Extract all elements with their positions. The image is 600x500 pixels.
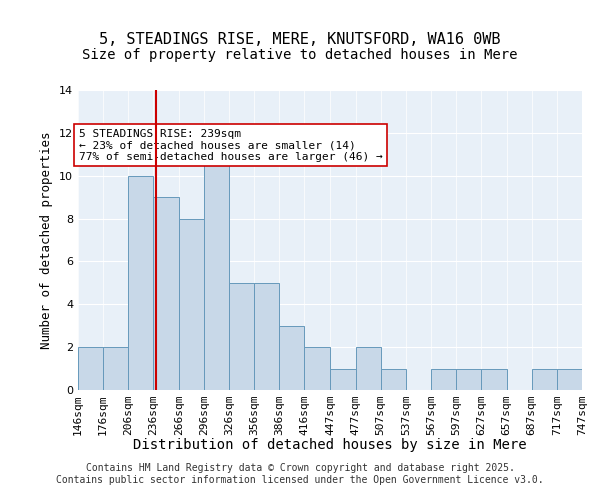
Text: 5 STEADINGS RISE: 239sqm
← 23% of detached houses are smaller (14)
77% of semi-d: 5 STEADINGS RISE: 239sqm ← 23% of detach… (79, 128, 383, 162)
Bar (532, 368, 557, 390)
Bar (456, 368, 481, 390)
Bar (254, 283, 279, 390)
Bar (78, 347, 103, 390)
Bar (381, 368, 406, 390)
Y-axis label: Number of detached properties: Number of detached properties (40, 131, 53, 349)
Text: Size of property relative to detached houses in Mere: Size of property relative to detached ho… (82, 48, 518, 62)
Bar (431, 368, 456, 390)
X-axis label: Distribution of detached houses by size in Mere: Distribution of detached houses by size … (133, 438, 527, 452)
Text: Contains HM Land Registry data © Crown copyright and database right 2025.
Contai: Contains HM Land Registry data © Crown c… (56, 464, 544, 485)
Bar (304, 347, 329, 390)
Bar (356, 347, 381, 390)
Bar (557, 368, 582, 390)
Bar (279, 326, 304, 390)
Bar (582, 368, 600, 390)
Bar (154, 197, 179, 390)
Bar (103, 347, 128, 390)
Bar (331, 368, 356, 390)
Bar (204, 154, 229, 390)
Bar (128, 176, 154, 390)
Text: 5, STEADINGS RISE, MERE, KNUTSFORD, WA16 0WB: 5, STEADINGS RISE, MERE, KNUTSFORD, WA16… (99, 32, 501, 48)
Bar (229, 283, 254, 390)
Bar (179, 218, 204, 390)
Bar (481, 368, 506, 390)
